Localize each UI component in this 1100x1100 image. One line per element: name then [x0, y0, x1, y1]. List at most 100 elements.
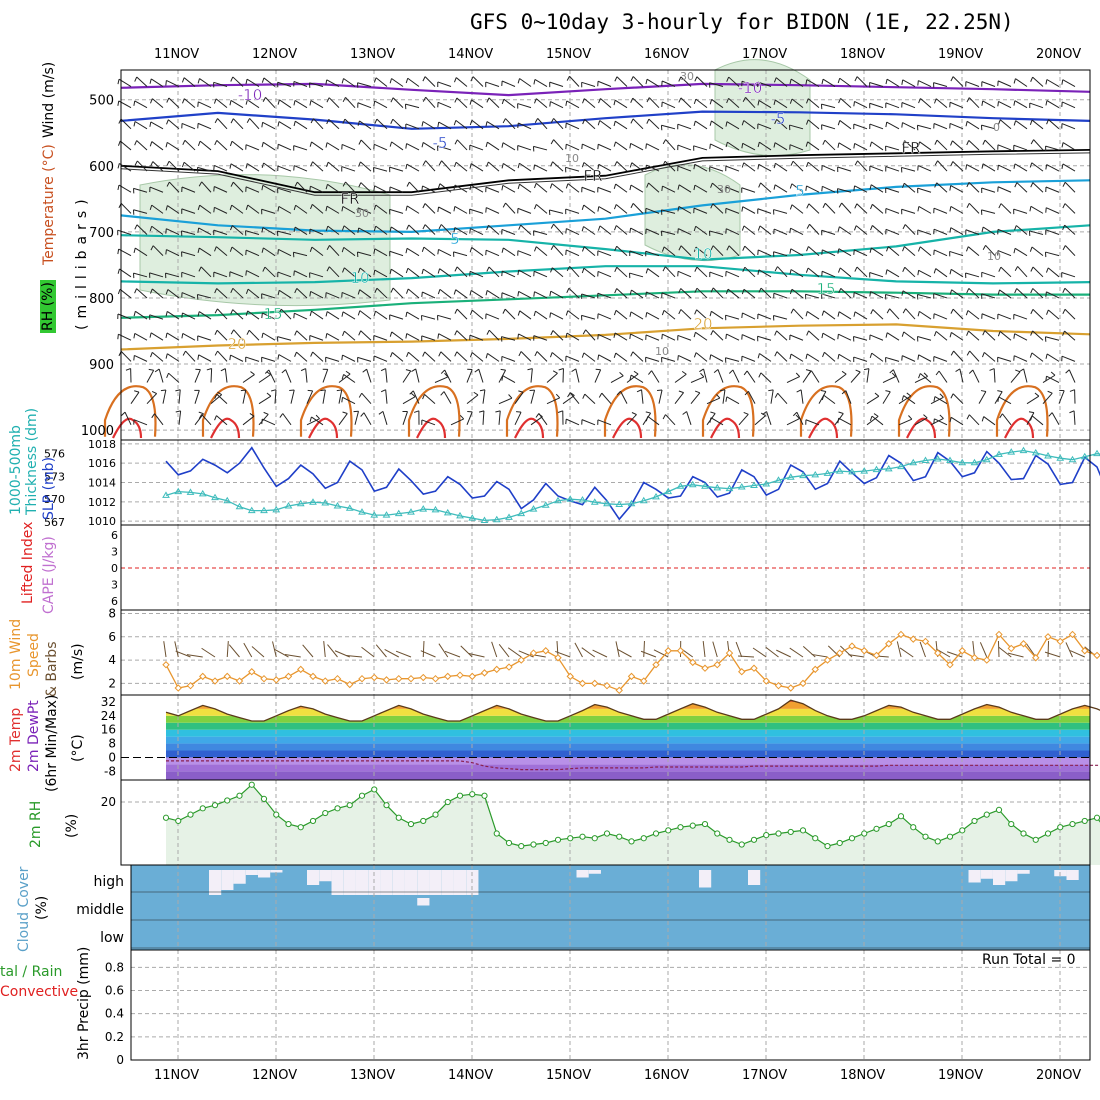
wind-barb-flag	[294, 351, 297, 357]
wind-barb	[678, 354, 692, 362]
wind-barb	[536, 351, 548, 362]
wind-barb-flag	[678, 76, 682, 82]
wind-barb	[472, 76, 484, 87]
wind-barb-flag	[662, 160, 666, 166]
surface-wind-barb	[422, 640, 425, 658]
wind-barb	[796, 411, 804, 426]
wind-barb	[917, 187, 932, 193]
wind-barb-flag	[245, 288, 249, 295]
wind-barb	[151, 204, 164, 214]
wind-barb-flag	[885, 269, 888, 275]
wind-barb-flag	[645, 411, 651, 414]
wind-barb-flag	[677, 206, 680, 212]
wind-barb-flag	[693, 332, 696, 338]
wind-barb	[677, 123, 692, 130]
wind-barb-flag	[565, 100, 568, 106]
wind-barb-flag	[134, 160, 138, 166]
wind-speed-point	[284, 672, 293, 681]
wind-barb	[854, 143, 868, 151]
wind-barb	[374, 185, 388, 193]
wind-barb-flag	[661, 334, 663, 340]
wind-barb-flag	[261, 162, 265, 168]
wind-barb	[517, 207, 532, 214]
wind-barb-flag	[501, 247, 504, 253]
wind-barb	[998, 100, 1012, 109]
wind-barb	[661, 230, 676, 236]
wind-speed-point	[566, 672, 574, 681]
wind-barb	[262, 312, 276, 320]
wind-barb	[664, 160, 676, 172]
wind-barb-flag	[837, 248, 840, 254]
surface-wind-barb	[896, 641, 902, 658]
wind-speed-point	[431, 674, 440, 683]
wind-barb	[325, 356, 340, 362]
wind-barb-flag	[405, 143, 408, 149]
wind-barb-flag	[486, 97, 490, 103]
wind-barb	[263, 77, 276, 87]
wind-barb-flag	[805, 267, 809, 273]
cloud-high-clear	[441, 870, 454, 895]
wind-barb-flag	[1046, 119, 1049, 125]
wind-barb-flag	[342, 330, 345, 337]
wind-barb-flag	[933, 396, 936, 402]
wind-barb	[885, 294, 900, 299]
wind-barb	[1029, 230, 1044, 236]
wind-barb	[773, 209, 788, 214]
wind-barb-flag	[853, 311, 856, 317]
surface-wind-barb	[507, 647, 522, 658]
wind-barb	[199, 78, 212, 87]
wind-barb-flag	[645, 79, 648, 85]
wind-barb	[678, 184, 692, 193]
wind-barb	[277, 271, 292, 278]
wind-barb	[710, 417, 724, 426]
wind-barb-flag	[661, 246, 665, 252]
wind-barb-flag	[821, 333, 824, 339]
wind-barb	[166, 332, 180, 341]
wind-barb-flag	[565, 228, 567, 234]
wind-barb	[444, 369, 452, 383]
wind-barb	[178, 410, 182, 425]
wind-barb-flag	[197, 205, 201, 211]
wind-barb	[470, 163, 484, 172]
wind-barb	[389, 166, 404, 172]
wind-barb	[217, 350, 228, 362]
wind-barb	[150, 78, 164, 87]
wind-barb	[1029, 102, 1044, 109]
wind-barb	[407, 77, 420, 87]
wind-barb-flag	[220, 368, 226, 372]
wind-barb-flag	[134, 224, 138, 230]
wind-barb	[278, 289, 292, 299]
wind-barb	[620, 391, 628, 404]
wind-barb-flag	[917, 354, 920, 360]
wind-barb-flag	[1062, 182, 1066, 187]
wind-barb	[805, 293, 820, 299]
wind-barb-flag	[117, 79, 120, 85]
surface-wind-barb	[163, 641, 167, 658]
rh-point	[603, 830, 611, 837]
wind-barb-flag	[581, 352, 585, 358]
wind-barb	[133, 187, 148, 193]
wind-speed-point	[407, 674, 415, 683]
wind-barb-flag	[678, 309, 682, 315]
wind-barb	[406, 311, 420, 320]
wind-barb-flag	[373, 100, 376, 107]
wind-barb-flag	[294, 288, 298, 294]
wind-barb-flag	[693, 185, 696, 191]
wind-barb-flag	[440, 391, 445, 396]
wind-barb-flag	[869, 291, 872, 297]
wind-barb	[615, 352, 628, 362]
wind-barb	[706, 397, 721, 405]
wind-barb	[696, 287, 708, 299]
wind-barb-flag	[1013, 100, 1016, 106]
wind-barb	[341, 143, 356, 151]
wind-barb	[278, 206, 292, 214]
wind-barb	[359, 120, 372, 130]
wind-barb	[674, 373, 687, 383]
wind-barb	[310, 291, 324, 299]
wind-speed-point	[860, 647, 868, 655]
wind-barb	[725, 357, 740, 362]
wind-barb	[322, 369, 329, 383]
wind-barb-flag	[1050, 371, 1056, 376]
thickness-point	[725, 484, 734, 492]
wind-barb	[200, 266, 212, 278]
